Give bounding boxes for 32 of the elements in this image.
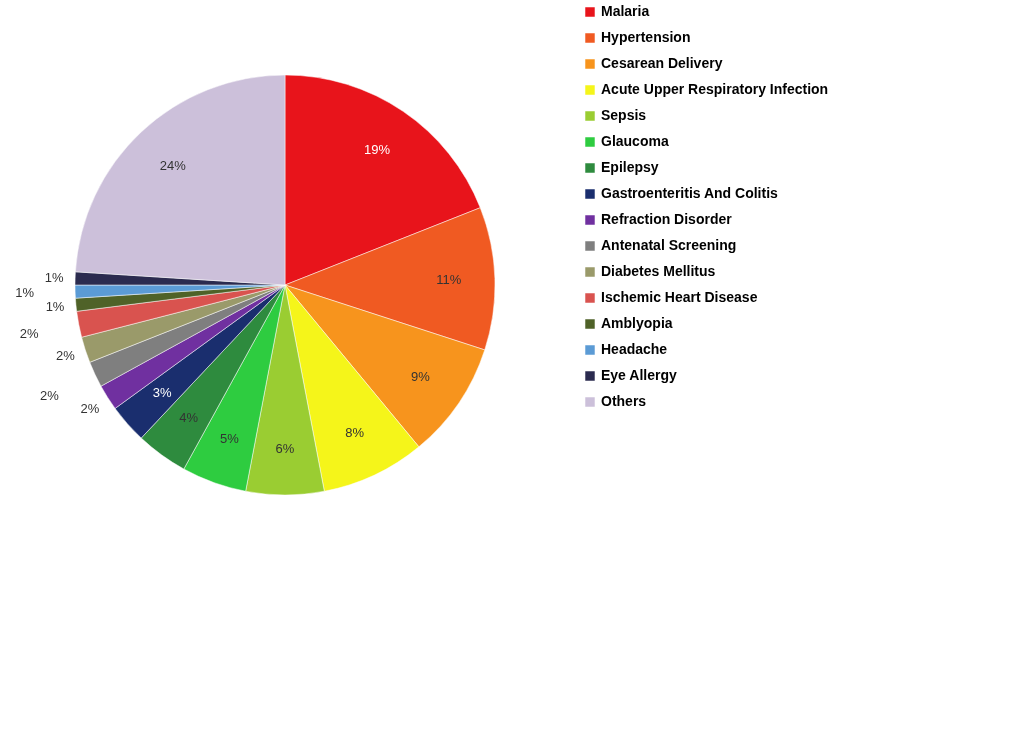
data-label: 4% (179, 409, 199, 425)
data-label: 1% (44, 269, 64, 285)
data-label: 6% (275, 440, 295, 456)
data-label: 8% (345, 425, 365, 441)
legend-label: Cesarean Delivery (601, 55, 723, 71)
data-label: 11% (436, 271, 462, 287)
data-label: 3% (152, 385, 172, 401)
data-label: 2% (80, 400, 100, 416)
legend-label: Antenatal Screening (601, 237, 737, 253)
data-label: 2% (39, 387, 60, 403)
legend-label: Amblyopia (601, 315, 673, 331)
data-label: 5% (220, 431, 240, 447)
legend-label: Hypertension (601, 29, 691, 45)
data-label: 2% (19, 325, 40, 341)
legend-label: Others (601, 393, 647, 409)
legend-label: Epilepsy (601, 159, 659, 175)
legend-label: Diabetes Mellitus (601, 263, 716, 279)
data-label: 24% (159, 157, 187, 173)
legend-label: Gastroenteritis And Colitis (601, 185, 779, 201)
data-label: 1% (15, 285, 35, 301)
legend-label: Malaria (601, 3, 650, 19)
legend-label: Glaucoma (601, 133, 669, 149)
data-label: 1% (45, 298, 65, 314)
legend-label: Refraction Disorder (601, 211, 733, 227)
legend-label: Acute Upper Respiratory Infection (601, 81, 829, 97)
data-label: 19% (364, 141, 391, 157)
data-label: 9% (411, 369, 431, 385)
legend-label: Headache (601, 341, 668, 357)
data-label: 2% (55, 348, 76, 364)
legend-label: Ischemic Heart Disease (601, 289, 758, 305)
legend-label: Eye Allergy (601, 367, 677, 383)
legend-label: Sepsis (601, 107, 647, 123)
